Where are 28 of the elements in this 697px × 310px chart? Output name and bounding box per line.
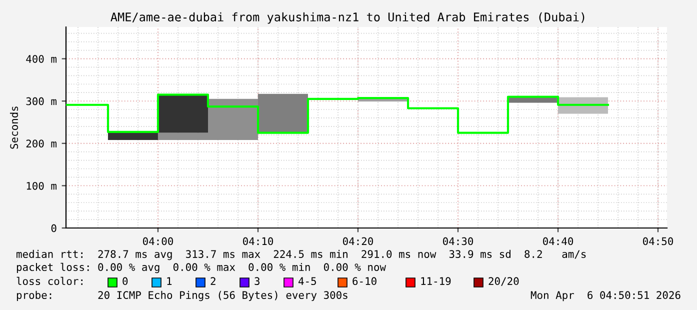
text: 6-10 [352, 277, 376, 286]
y-tick-label: 400 m [26, 54, 56, 63]
y-tick-label: 200 m [26, 140, 56, 148]
x-tick-label: 04:30 [443, 237, 474, 246]
text: 1 [167, 277, 172, 285]
text: 2 [210, 277, 216, 285]
text: median rtt: 278.7 ms avg 313.7 ms max 224.5 ms min 291.0 ms now 33.9 ms sd 8.2 am/s [16, 250, 586, 260]
bar [258, 94, 308, 133]
text: 11-19 [421, 277, 451, 286]
text: 20/20 [488, 277, 519, 286]
x-tick-label: 04:50 [643, 237, 674, 246]
y-tick-label: 100 m [26, 182, 56, 190]
y-tick-label: 300 m [26, 97, 56, 106]
text: 3 [254, 277, 260, 286]
y-tick-label: 0 [51, 224, 56, 232]
x-tick-label: 04:10 [243, 237, 274, 246]
text: packet loss: 0.00 % avg 0.00 % max 0.00 % min 0.00 % now [16, 262, 386, 274]
text: Mon Apr 6 04:50:51 2026 [530, 291, 680, 302]
y-axis-title: Seconds [10, 106, 18, 149]
chart-title: AME/ame-ae-dubai from yakushima-nz1 to United Arab Emirates (Dubai) [110, 12, 584, 24]
bar [158, 94, 208, 133]
text: 4-5 [298, 277, 316, 286]
text: loss color: [16, 276, 82, 286]
x-tick-label: 04:40 [543, 237, 574, 246]
x-tick-label: 04:20 [342, 237, 373, 246]
text: probe: 20 ICMP Echo Pings (56 Bytes) every 300s [16, 290, 348, 302]
x-tick-label: 04:00 [142, 237, 173, 246]
text: 0 [122, 277, 128, 286]
